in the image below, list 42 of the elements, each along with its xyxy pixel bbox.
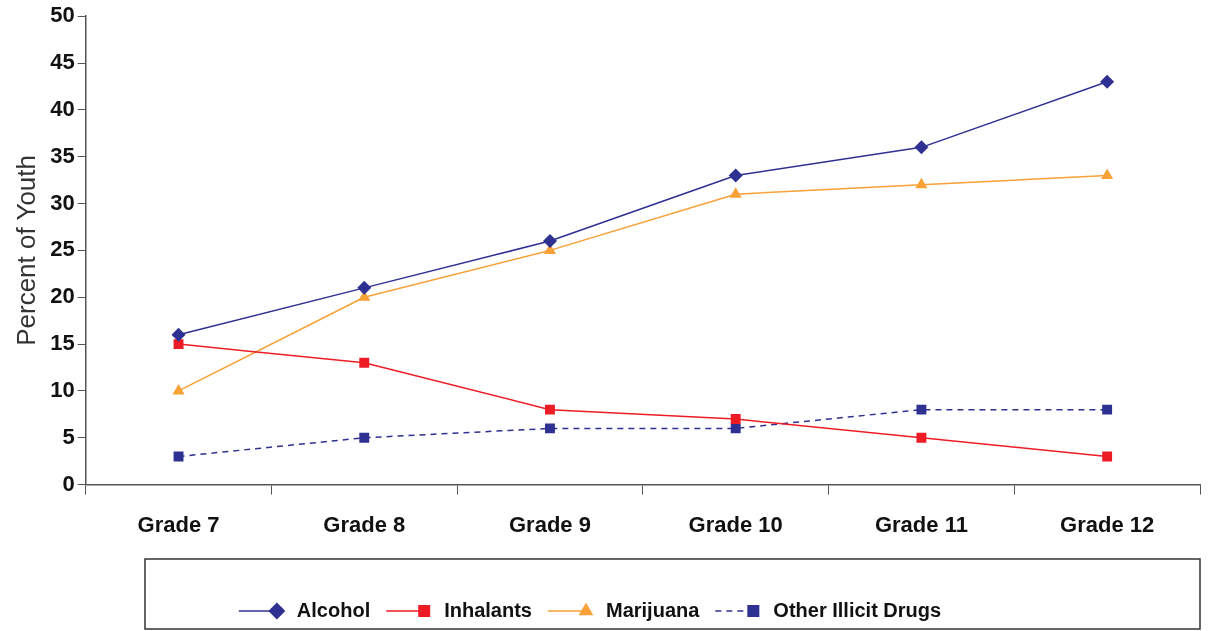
legend-label: Other Illicit Drugs bbox=[773, 598, 942, 621]
point bbox=[916, 432, 927, 443]
point bbox=[915, 177, 928, 189]
point bbox=[172, 383, 185, 395]
point bbox=[357, 280, 372, 295]
y-tick-label: 35 bbox=[50, 142, 75, 168]
x-tick-label: Grade 7 bbox=[137, 511, 220, 537]
point bbox=[730, 414, 741, 424]
point bbox=[359, 432, 370, 443]
y-tick-label: 0 bbox=[62, 470, 75, 496]
y-tick-label: 50 bbox=[50, 2, 75, 28]
x-tick-label: Grade 12 bbox=[1060, 511, 1155, 537]
point bbox=[729, 187, 742, 198]
point bbox=[914, 140, 929, 155]
y-tick-label: 10 bbox=[50, 376, 75, 402]
legend-label: Marijuana bbox=[605, 598, 701, 621]
x-tick-label: Grade 8 bbox=[323, 511, 406, 537]
point bbox=[1102, 451, 1113, 462]
y-tick-label: 25 bbox=[50, 236, 75, 262]
point bbox=[916, 404, 927, 415]
y-tick-label: 40 bbox=[50, 95, 75, 121]
y-tick-label: 20 bbox=[50, 283, 75, 309]
point bbox=[1101, 168, 1114, 179]
point bbox=[728, 168, 743, 183]
point bbox=[730, 423, 741, 434]
x-tick-label: Grade 10 bbox=[688, 511, 783, 537]
x-tick-label: Grade 11 bbox=[874, 511, 968, 537]
y-tick-label: 45 bbox=[50, 49, 75, 75]
y-tick-label: 15 bbox=[50, 330, 75, 356]
point bbox=[1102, 404, 1113, 415]
legend-label: Inhalants bbox=[444, 598, 532, 621]
point bbox=[545, 423, 555, 434]
point bbox=[542, 234, 557, 249]
point bbox=[359, 357, 370, 368]
point bbox=[1100, 74, 1115, 89]
y-tick-label: 5 bbox=[62, 423, 75, 449]
x-tick-label: Grade 9 bbox=[509, 511, 591, 537]
point bbox=[545, 404, 555, 415]
point bbox=[171, 327, 186, 342]
y-axis-title: Percent of Youth bbox=[10, 154, 41, 346]
y-tick-label: 30 bbox=[50, 189, 75, 215]
legend-label: Alcohol bbox=[296, 598, 371, 621]
